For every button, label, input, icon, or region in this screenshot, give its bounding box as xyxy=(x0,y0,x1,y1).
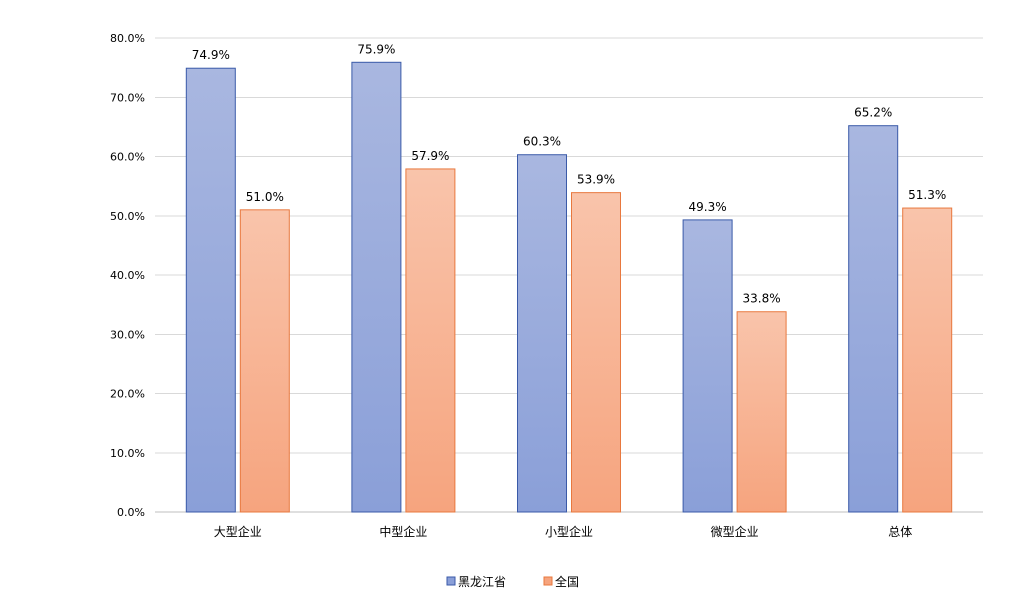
bar-series1 xyxy=(185,67,236,513)
legend-swatch xyxy=(446,576,456,586)
x-category-label: 中型企业 xyxy=(379,524,427,539)
legend-label: 全国 xyxy=(555,574,579,589)
y-tick-label: 20.0% xyxy=(110,388,145,401)
y-tick-label: 80.0% xyxy=(110,32,145,45)
y-tick-label: 70.0% xyxy=(110,91,145,104)
bar-series2 xyxy=(902,207,953,513)
y-tick-label: 60.0% xyxy=(110,151,145,164)
bar-series1 xyxy=(848,125,899,513)
x-axis-category-labels: 大型企业 中型企业 小型企业 微型企业 总体 xyxy=(214,524,912,539)
data-label: 75.9% xyxy=(357,42,395,56)
legend-item: 全国 xyxy=(543,574,579,589)
bar-series2 xyxy=(571,192,621,513)
data-label: 60.3% xyxy=(523,135,561,149)
data-label: 74.9% xyxy=(192,48,230,62)
x-category-label: 大型企业 xyxy=(214,524,262,539)
y-tick-label: 0.0% xyxy=(117,506,145,519)
bar-series2 xyxy=(239,209,290,513)
data-label: 51.0% xyxy=(246,190,284,204)
data-label: 57.9% xyxy=(411,149,449,163)
legend-swatch xyxy=(543,576,553,586)
bar-series2 xyxy=(736,311,787,513)
bar-series1 xyxy=(351,61,402,513)
data-labels: 74.9% 51.0% 75.9% 57.9% 60.3% 53.9% 49.3% 33.8%… xyxy=(192,42,947,305)
data-label: 51.3% xyxy=(908,188,946,202)
gridlines xyxy=(155,37,983,513)
y-tick-label: 50.0% xyxy=(110,210,145,223)
y-tick-label: 30.0% xyxy=(110,328,145,341)
bar-series1 xyxy=(517,154,567,513)
legend-label: 黑龙江省 xyxy=(458,575,506,589)
data-label: 49.3% xyxy=(689,200,727,214)
bars xyxy=(185,61,953,513)
bar-series2 xyxy=(405,168,456,513)
data-label: 65.2% xyxy=(854,106,892,120)
legend-item: 黑龙江省 xyxy=(446,575,506,589)
legend: 黑龙江省 全国 xyxy=(446,574,579,589)
y-tick-label: 40.0% xyxy=(110,269,145,282)
x-category-label: 小型企业 xyxy=(545,524,593,539)
bar-series1 xyxy=(682,219,733,513)
data-label: 33.8% xyxy=(743,292,781,306)
data-label: 53.9% xyxy=(577,173,615,187)
y-tick-label: 10.0% xyxy=(110,447,145,460)
x-category-label: 总体 xyxy=(888,525,912,539)
y-axis-tick-labels: 0.0% 10.0% 20.0% 30.0% 40.0% 50.0% 60.0% 70.0% 8… xyxy=(110,32,145,519)
x-category-label: 微型企业 xyxy=(711,524,759,539)
